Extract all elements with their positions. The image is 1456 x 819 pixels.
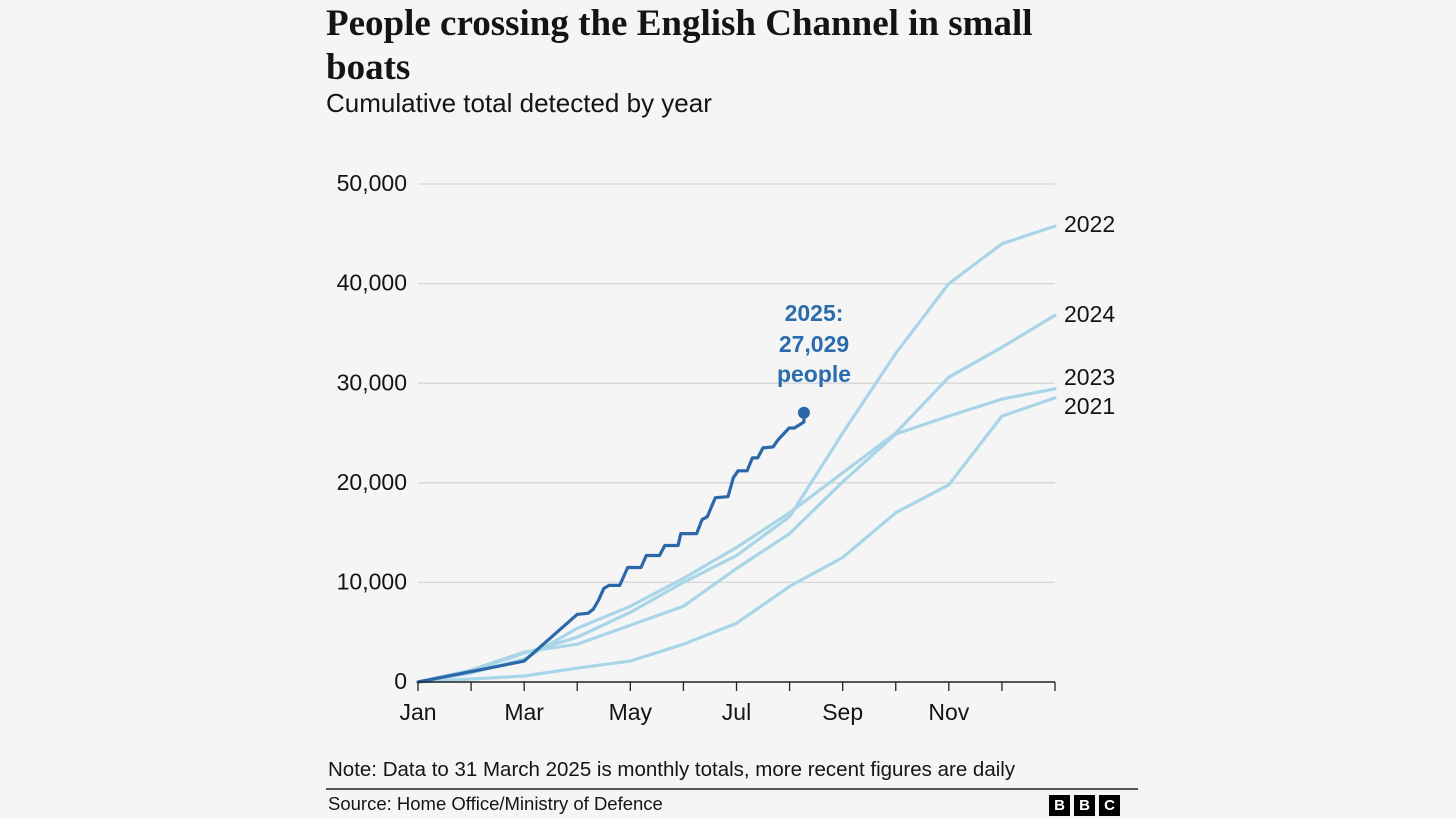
- series-line-2023: [416, 387, 1057, 684]
- y-tick-label: 40,000: [337, 270, 407, 296]
- series-lines: [416, 224, 1057, 684]
- y-tick-label: 10,000: [337, 568, 407, 594]
- y-tick-label: 30,000: [337, 369, 407, 395]
- end-point-marker: [797, 406, 810, 419]
- series-label-2024: 2024: [1064, 301, 1115, 327]
- footnote: Note: Data to 31 March 2025 is monthly t…: [328, 758, 1016, 781]
- y-axis-labels: 0 10,000 20,000 30,000 40,000 50,000: [337, 170, 407, 694]
- annotation-line-2: 27,029: [779, 331, 849, 357]
- bbc-logo-letter: B: [1049, 795, 1070, 816]
- series-label-2023: 2023: [1064, 364, 1115, 390]
- x-tick-label: Jul: [722, 699, 751, 725]
- y-tick-label: 50,000: [337, 170, 407, 196]
- annotation-line-1: 2025:: [785, 300, 844, 326]
- x-tick-label: May: [609, 699, 653, 725]
- bbc-logo: B B C: [1049, 795, 1120, 816]
- series-labels: 2021 2022 2023 2024: [1064, 211, 1115, 419]
- gridlines: [418, 183, 1055, 584]
- y-tick-label: 20,000: [337, 469, 407, 495]
- source-text: Source: Home Office/Ministry of Defence: [328, 793, 663, 814]
- chart-subtitle: Cumulative total detected by year: [326, 88, 712, 118]
- bbc-logo-letter: C: [1099, 795, 1120, 816]
- x-tick-label: Nov: [928, 699, 969, 725]
- series-label-2022: 2022: [1064, 211, 1115, 237]
- bbc-logo-letter: B: [1074, 795, 1095, 816]
- chart-title: People crossing the English Channel in s…: [326, 3, 1033, 88]
- x-tick-label: Sep: [822, 699, 863, 725]
- x-tick-label: Mar: [504, 699, 544, 725]
- footer-divider: [326, 788, 1138, 790]
- annotation-line-3: people: [777, 361, 851, 387]
- x-tick-label: Jan: [399, 699, 436, 725]
- series-line-2022: [416, 224, 1057, 684]
- series-line-2021: [416, 396, 1057, 684]
- series-label-2021: 2021: [1064, 393, 1115, 419]
- y-tick-label: 0: [394, 668, 407, 694]
- x-axis: Jan Mar May Jul Sep Nov: [399, 681, 1056, 725]
- series-line-2024: [416, 313, 1057, 684]
- annotation-2025: 2025: 27,029 people: [777, 300, 851, 387]
- series-line-2025: [416, 411, 806, 684]
